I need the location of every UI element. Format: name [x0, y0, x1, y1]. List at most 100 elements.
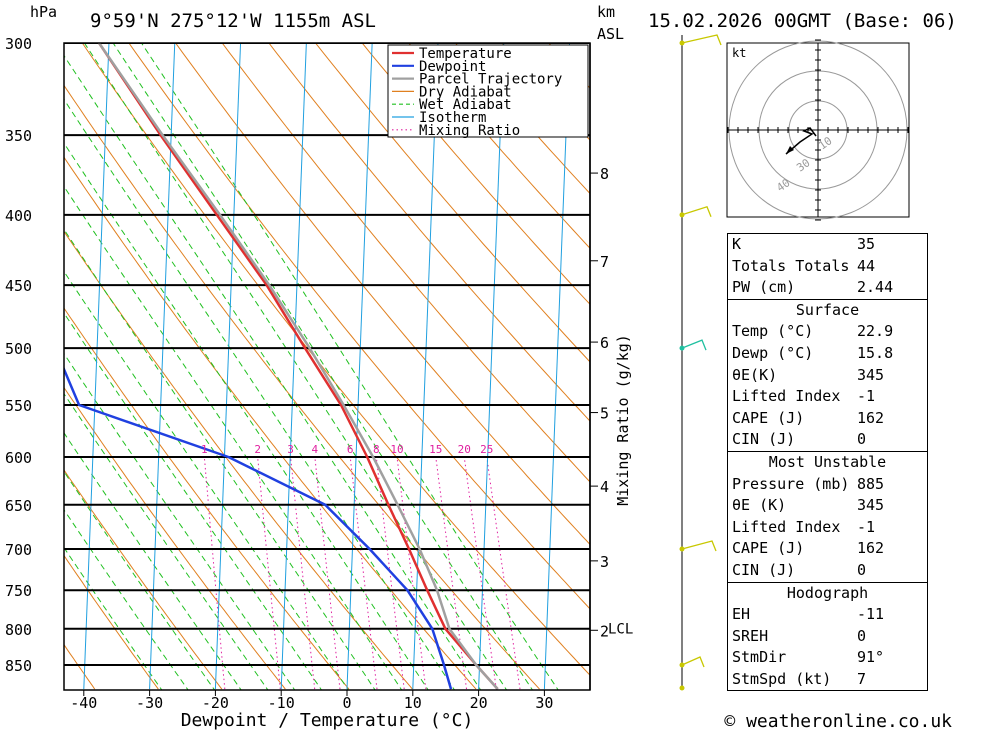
- km-tick-label: 8: [600, 165, 609, 183]
- mixing-ratio-label: 25: [480, 443, 493, 456]
- surface-label: Dewp (°C): [732, 343, 814, 362]
- mixing-ratio-label: 1: [201, 443, 208, 456]
- wind-barb: [681, 540, 717, 552]
- hodograph-arrow: [786, 146, 794, 154]
- dry-adiabat: [268, 43, 590, 422]
- legend-label: Temperature: [419, 46, 512, 62]
- hodograph-label: StmDir: [732, 648, 787, 667]
- dry-adiabat: [64, 84, 540, 690]
- hodograph-row: StmSpd (kt) 7: [728, 669, 927, 691]
- most-unstable-label: Lifted Index: [732, 517, 841, 536]
- legend-label: Dry Adiabat: [419, 84, 512, 100]
- mixing-ratio-label: 2: [254, 443, 261, 456]
- most-unstable-value: 885: [857, 474, 885, 493]
- hodograph-row: EH -11: [728, 604, 927, 626]
- km-tick-label: 3: [600, 553, 609, 571]
- x-tick-label: 30: [535, 694, 553, 712]
- isotherm-line: [214, 43, 242, 690]
- wet-adiabat: [112, 43, 534, 690]
- isotherm-line: [543, 43, 571, 690]
- most-unstable-label: Pressure (mb): [732, 474, 850, 493]
- index-value: 2.44: [857, 278, 894, 297]
- wet-adiabat: [64, 392, 269, 690]
- most-unstable-rows: Pressure (mb) 885 θE (K) 345 Lifted Index -1 C…: [728, 474, 927, 582]
- x-axis-label: Dewpoint / Temperature (°C): [181, 710, 474, 731]
- dry-adiabat: [361, 43, 590, 306]
- dry-adiabat: [64, 554, 159, 690]
- hodograph-value: 91°: [857, 648, 885, 667]
- surface-row: CAPE (J) 162: [728, 408, 927, 430]
- dry-adiabat: [64, 307, 350, 690]
- plot-frame: [63, 42, 591, 691]
- surface-value: -1: [857, 387, 876, 406]
- legend-label: Isotherm: [419, 110, 486, 126]
- index-value: 35: [857, 235, 876, 253]
- most-unstable-value: -1: [857, 517, 876, 536]
- most-unstable-label: CAPE (J): [732, 539, 805, 558]
- dry-adiabat: [81, 43, 590, 676]
- mixing-ratio-axis-label: Mixing Ratio (g/kg): [614, 334, 632, 506]
- dry-adiabat: [64, 156, 477, 690]
- pressure-tick-label: 700: [5, 541, 32, 559]
- dewpoint-series: [64, 366, 453, 690]
- hodograph-title: Hodograph: [728, 581, 927, 605]
- wet-adiabat: [64, 142, 429, 690]
- isotherm-line: [346, 43, 373, 690]
- mixing-ratio-label: 15: [429, 443, 442, 456]
- pressure-tick-label: 800: [5, 621, 32, 639]
- surface-label: Lifted Index: [732, 387, 841, 406]
- indices-rows: K 35 Totals Totals 44 PW (cm) 2.44: [728, 234, 927, 299]
- mixing-ratio-label: 20: [458, 443, 471, 456]
- km-tick-label: 7: [600, 253, 609, 271]
- surface-title: Surface: [728, 298, 927, 322]
- dry-adiabat: [408, 43, 590, 249]
- mixing-ratio-line: [203, 456, 226, 690]
- index-value: 44: [857, 256, 876, 275]
- most-unstable-value: 345: [857, 496, 885, 515]
- wet-adiabat: [64, 270, 349, 690]
- lcl-label: LCL: [608, 621, 633, 637]
- most-unstable-label: θE (K): [732, 496, 787, 515]
- most-unstable-row: CIN (J) 0: [728, 560, 927, 582]
- index-label: K: [732, 235, 742, 253]
- surface-label: θE(K): [732, 365, 778, 384]
- mixing-ratio-line: [486, 456, 521, 690]
- surface-value: 162: [857, 408, 885, 427]
- hodograph-row: SREH 0: [728, 626, 927, 648]
- x-tick-label: 0: [342, 694, 351, 712]
- mixing-ratio-label: 3: [287, 443, 294, 456]
- wind-barb: [681, 34, 722, 46]
- pressure-tick-label: 300: [5, 35, 32, 53]
- x-tick-label: -30: [136, 694, 163, 712]
- wet-adiabat: [64, 98, 456, 690]
- isotherm-line: [412, 43, 439, 690]
- hodograph-label: SREH: [732, 626, 769, 645]
- dry-adiabat: [175, 43, 590, 546]
- surface-label: Temp (°C): [732, 322, 814, 341]
- isotherm-line: [478, 43, 505, 690]
- dry-adiabat: [64, 386, 286, 690]
- surface-value: 22.9: [857, 322, 894, 341]
- dry-adiabat: [64, 230, 413, 690]
- wet-adiabat: [64, 508, 189, 690]
- mixing-ratio-label: 6: [347, 443, 354, 456]
- location-title: 9°59'N 275°12'W 1155m ASL: [90, 10, 376, 32]
- x-tick-label: -40: [70, 694, 97, 712]
- legend-label: Dewpoint: [419, 59, 486, 75]
- x-tick-label: -10: [268, 694, 295, 712]
- most-unstable-row: θE (K) 345: [728, 495, 927, 517]
- dry-adiabat: [128, 43, 590, 610]
- pressure-tick-label: 400: [5, 207, 32, 225]
- index-label: Totals Totals: [732, 256, 850, 275]
- wet-adiabat: [64, 312, 323, 690]
- pressure-tick-label: 850: [5, 657, 32, 675]
- index-row: K 35: [728, 234, 927, 256]
- x-tick-label: -20: [202, 694, 229, 712]
- most-unstable-row: Pressure (mb) 885: [728, 474, 927, 496]
- hpa-label: hPa: [30, 3, 57, 21]
- hodograph-ring-label: 40: [774, 176, 792, 194]
- mixing-ratio-label: 10: [390, 443, 403, 456]
- pressure-tick-label: 600: [5, 449, 32, 467]
- most-unstable-value: 162: [857, 539, 885, 558]
- asl-label: ASL: [597, 25, 624, 43]
